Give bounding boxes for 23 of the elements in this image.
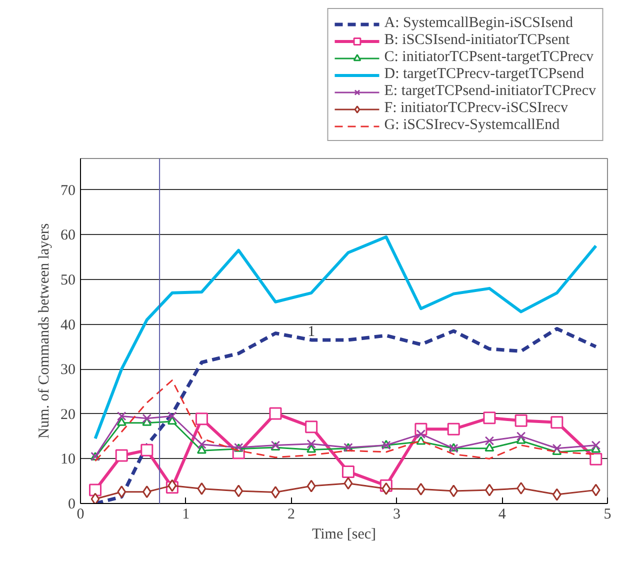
legend-label: D: targetTCPrecv-targetTCPsend: [384, 66, 584, 83]
y-tick-label: 20: [60, 406, 76, 423]
x-tick-label: 5: [604, 506, 612, 522]
y-axis-title: Num. of Commands between layers: [36, 223, 52, 439]
y-tick-label: 70: [60, 182, 76, 199]
legend-label: F: initiatorTCPrecv-iSCSIrecv: [384, 100, 568, 117]
y-tick-label: 0: [68, 496, 76, 512]
legend-label: B: iSCSIsend-initiatorTCPsent: [384, 32, 570, 49]
annotation: 1: [308, 324, 316, 340]
x-tick-label: 1: [182, 506, 190, 522]
y-tick-label: 10: [60, 452, 76, 468]
legend-label: G: iSCSIrecv-SystemcallEnd: [384, 117, 560, 134]
legend-label: E: targetTCPsend-initiatorTCPrecv: [384, 83, 596, 100]
legend-label: C: initiatorTCPsent-targetTCPrecv: [384, 49, 594, 66]
legend-label: A: SystemcallBegin-iSCSIsend: [384, 15, 573, 32]
x-tick-label: 4: [498, 506, 506, 522]
y-tick-label: 50: [60, 272, 76, 288]
x-tick-label: 3: [392, 506, 400, 522]
x-tick-label: 2: [288, 506, 296, 522]
y-tick-label: 30: [60, 362, 76, 378]
y-tick-label: 60: [60, 228, 76, 244]
y-tick-label: 40: [60, 317, 76, 334]
x-axis-title: Time [sec]: [312, 526, 376, 542]
